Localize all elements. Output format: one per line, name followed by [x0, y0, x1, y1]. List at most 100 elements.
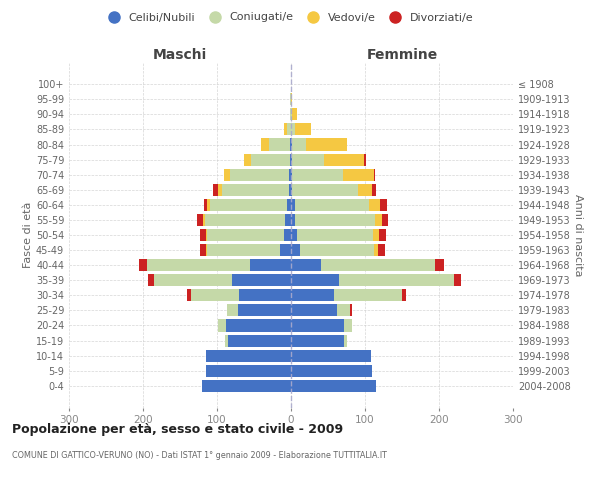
- Bar: [323, 154, 364, 166]
- Bar: [208, 229, 284, 241]
- Bar: [291, 94, 292, 106]
- Bar: [373, 184, 376, 196]
- Bar: [205, 214, 285, 226]
- Bar: [203, 199, 208, 211]
- Bar: [454, 274, 461, 286]
- Bar: [344, 320, 352, 332]
- Bar: [364, 154, 366, 166]
- Bar: [379, 229, 386, 241]
- Bar: [374, 244, 377, 256]
- Bar: [291, 304, 337, 316]
- Bar: [287, 124, 291, 136]
- Y-axis label: Anni di nascita: Anni di nascita: [574, 194, 583, 276]
- Bar: [200, 244, 206, 256]
- Bar: [358, 184, 373, 196]
- Bar: [337, 304, 350, 316]
- Bar: [306, 138, 347, 150]
- Bar: [320, 259, 436, 271]
- Bar: [402, 290, 406, 302]
- Bar: [289, 184, 291, 196]
- Text: Femmine: Femmine: [367, 48, 437, 62]
- Bar: [291, 124, 295, 136]
- Bar: [212, 184, 218, 196]
- Bar: [226, 320, 291, 332]
- Bar: [206, 364, 291, 376]
- Bar: [334, 290, 402, 302]
- Bar: [251, 154, 290, 166]
- Bar: [291, 154, 292, 166]
- Bar: [290, 94, 291, 106]
- Bar: [262, 138, 269, 150]
- Bar: [289, 168, 291, 180]
- Bar: [300, 244, 374, 256]
- Bar: [291, 364, 373, 376]
- Bar: [291, 168, 292, 180]
- Bar: [374, 214, 382, 226]
- Bar: [290, 108, 291, 120]
- Bar: [291, 259, 320, 271]
- Bar: [377, 244, 385, 256]
- Bar: [218, 320, 226, 332]
- Bar: [244, 154, 251, 166]
- Bar: [292, 138, 306, 150]
- Bar: [295, 124, 311, 136]
- Bar: [187, 290, 191, 302]
- Bar: [436, 259, 444, 271]
- Text: Popolazione per età, sesso e stato civile - 2009: Popolazione per età, sesso e stato civil…: [12, 422, 343, 436]
- Bar: [380, 199, 387, 211]
- Bar: [297, 229, 373, 241]
- Text: COMUNE DI GATTICO-VERUNO (NO) - Dati ISTAT 1° gennaio 2009 - Elaborazione TUTTIT: COMUNE DI GATTICO-VERUNO (NO) - Dati IST…: [12, 451, 387, 460]
- Bar: [291, 350, 371, 362]
- Bar: [292, 154, 323, 166]
- Bar: [227, 304, 238, 316]
- Bar: [206, 350, 291, 362]
- Bar: [291, 138, 292, 150]
- Bar: [291, 320, 344, 332]
- Bar: [224, 168, 230, 180]
- Bar: [295, 199, 368, 211]
- Bar: [382, 214, 388, 226]
- Bar: [154, 274, 232, 286]
- Bar: [230, 168, 289, 180]
- Bar: [290, 154, 291, 166]
- Bar: [280, 244, 291, 256]
- Bar: [197, 214, 203, 226]
- Bar: [284, 229, 291, 241]
- Bar: [225, 334, 228, 346]
- Bar: [291, 274, 339, 286]
- Bar: [292, 168, 343, 180]
- Y-axis label: Fasce di età: Fasce di età: [23, 202, 33, 268]
- Bar: [285, 214, 291, 226]
- Bar: [191, 290, 239, 302]
- Bar: [148, 274, 154, 286]
- Bar: [250, 259, 291, 271]
- Bar: [269, 138, 290, 150]
- Bar: [203, 214, 205, 226]
- Bar: [287, 199, 291, 211]
- Bar: [291, 108, 292, 120]
- Bar: [374, 168, 376, 180]
- Bar: [139, 259, 146, 271]
- Bar: [239, 290, 291, 302]
- Bar: [291, 184, 292, 196]
- Bar: [208, 199, 209, 211]
- Bar: [350, 304, 352, 316]
- Bar: [206, 244, 208, 256]
- Bar: [284, 124, 287, 136]
- Legend: Celibi/Nubili, Coniugati/e, Vedovi/e, Divorziati/e: Celibi/Nubili, Coniugati/e, Vedovi/e, Di…: [98, 8, 478, 27]
- Bar: [228, 334, 291, 346]
- Bar: [291, 334, 344, 346]
- Bar: [344, 334, 347, 346]
- Text: Maschi: Maschi: [153, 48, 207, 62]
- Bar: [291, 199, 295, 211]
- Bar: [291, 229, 297, 241]
- Bar: [238, 304, 291, 316]
- Bar: [369, 199, 380, 211]
- Bar: [291, 380, 376, 392]
- Bar: [373, 229, 379, 241]
- Bar: [290, 138, 291, 150]
- Bar: [209, 199, 287, 211]
- Bar: [295, 214, 374, 226]
- Bar: [222, 184, 289, 196]
- Bar: [343, 168, 374, 180]
